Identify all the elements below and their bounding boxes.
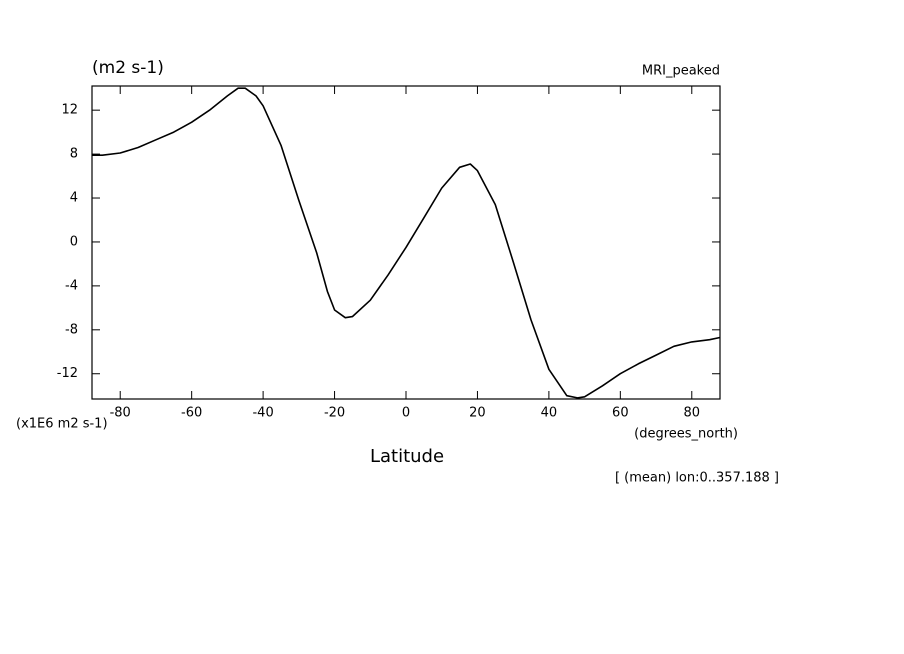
y-tick-label: 4 bbox=[70, 191, 78, 206]
x-axis-title: Latitude bbox=[370, 446, 444, 467]
y-tick-label: -8 bbox=[65, 322, 78, 337]
y-tick-label: 12 bbox=[61, 103, 78, 118]
chart-title: MRI_peaked bbox=[642, 64, 720, 79]
x-tick-label: 0 bbox=[402, 406, 410, 421]
data-line bbox=[92, 87, 721, 399]
y-unit-label: (m2 s-1) bbox=[92, 58, 164, 78]
x-tick-label: -60 bbox=[181, 406, 202, 421]
x-unit-label: (degrees_north) bbox=[634, 427, 738, 442]
x-tick-label: 80 bbox=[684, 406, 701, 421]
x-tick-label: 60 bbox=[612, 406, 629, 421]
x-tick-label: -40 bbox=[252, 406, 273, 421]
x-tick-label: 40 bbox=[541, 406, 558, 421]
y-tick-label: 8 bbox=[70, 147, 78, 162]
y-tick-label: 0 bbox=[70, 234, 78, 249]
x-tick-label: -20 bbox=[324, 406, 345, 421]
y-tick-label: -12 bbox=[57, 366, 78, 381]
x-tick-label: 20 bbox=[469, 406, 486, 421]
y-scale-label: (x1E6 m2 s-1) bbox=[16, 417, 108, 432]
x-tick-label: -80 bbox=[110, 406, 131, 421]
annotation: [ (mean) lon:0..357.188 ] bbox=[615, 471, 779, 486]
y-tick-label: -4 bbox=[65, 278, 78, 293]
